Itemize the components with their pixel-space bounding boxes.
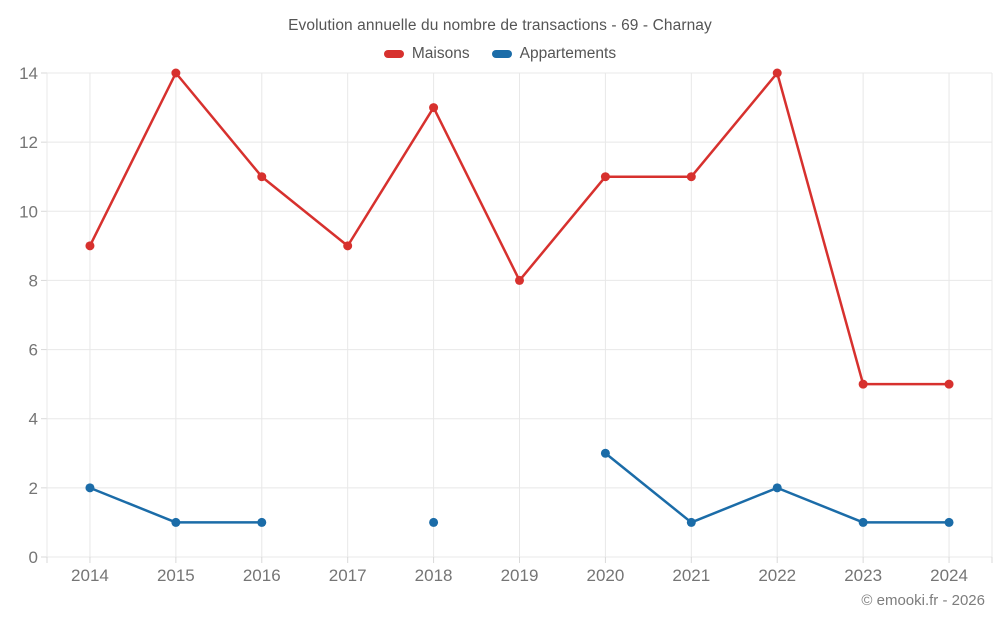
- data-point[interactable]: [429, 517, 439, 527]
- data-point[interactable]: [944, 517, 954, 527]
- x-tick-label: 2023: [844, 566, 882, 585]
- x-tick-label: 2024: [930, 566, 968, 585]
- data-point[interactable]: [515, 275, 524, 285]
- data-point[interactable]: [257, 172, 267, 182]
- x-tick-label: 2015: [157, 566, 195, 585]
- y-tick-label: 12: [19, 133, 38, 152]
- copyright-credit: © emooki.fr - 2026: [861, 592, 985, 609]
- y-tick-label: 8: [29, 271, 38, 290]
- data-point[interactable]: [171, 517, 181, 527]
- legend-swatch-appartements-icon: [491, 50, 512, 58]
- y-tick-label: 6: [29, 341, 38, 360]
- y-tick-label: 0: [29, 548, 38, 567]
- data-point[interactable]: [686, 517, 696, 527]
- data-point[interactable]: [858, 517, 868, 527]
- x-tick-label: 2017: [329, 566, 367, 585]
- series-appartements: [85, 448, 954, 527]
- legend-label-appartements: Appartements: [519, 45, 617, 62]
- data-point[interactable]: [600, 448, 610, 458]
- data-point[interactable]: [85, 241, 95, 251]
- x-tick-label: 2019: [501, 566, 539, 585]
- data-point[interactable]: [343, 241, 353, 251]
- legend-item-maisons[interactable]: Maisons: [383, 45, 470, 63]
- chart-title: Evolution annuelle du nombre de transact…: [288, 17, 712, 34]
- data-point[interactable]: [429, 103, 439, 113]
- data-point[interactable]: [600, 172, 610, 182]
- chart-legend: Maisons Appartements: [0, 45, 1000, 63]
- legend-swatch-maisons-icon: [383, 50, 404, 58]
- x-tick-label: 2014: [71, 566, 109, 585]
- data-point[interactable]: [772, 68, 782, 78]
- x-tick-label: 2016: [243, 566, 281, 585]
- data-point[interactable]: [85, 483, 95, 493]
- data-point[interactable]: [257, 517, 267, 527]
- legend-label-maisons: Maisons: [411, 45, 470, 62]
- y-tick-label: 2: [29, 479, 38, 498]
- y-tick-label: 4: [29, 410, 38, 429]
- x-tick-label: 2020: [586, 566, 624, 585]
- data-point[interactable]: [772, 483, 782, 493]
- y-tick-label: 10: [19, 202, 38, 221]
- x-tick-label: 2018: [415, 566, 453, 585]
- x-tick-label: 2021: [672, 566, 710, 585]
- y-tick-label: 14: [19, 64, 38, 83]
- series-maisons: [85, 68, 954, 389]
- data-point[interactable]: [686, 172, 696, 182]
- x-tick-label: 2022: [758, 566, 796, 585]
- data-point[interactable]: [171, 68, 181, 78]
- legend-item-appartements[interactable]: Appartements: [491, 45, 617, 63]
- data-point[interactable]: [944, 379, 954, 389]
- data-point[interactable]: [858, 379, 868, 389]
